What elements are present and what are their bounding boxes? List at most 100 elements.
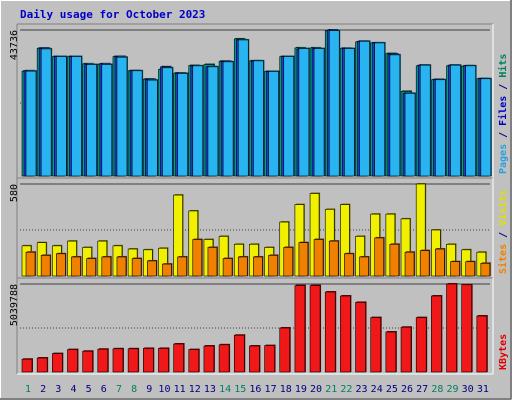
bar-pages-day-30 [465, 65, 476, 177]
panel-kbytes: 5039788 KBytes [9, 277, 509, 375]
bar-kbytes-day-8 [127, 348, 139, 373]
legend-label: Visits [497, 190, 509, 226]
series-legend: KBytes [498, 334, 509, 370]
bar-pages-day-15 [237, 39, 249, 177]
x-tick-label-day-30: 30 [462, 384, 474, 395]
x-tick-label-day-10: 10 [158, 384, 170, 395]
bar-pages-day-6 [101, 64, 113, 177]
bar-sites-day-9 [146, 260, 157, 277]
x-tick-label-day-23: 23 [356, 384, 368, 395]
bar-pages-day-16 [253, 60, 264, 177]
bar-kbytes-day-29 [446, 283, 457, 373]
legend-label: Hits [497, 54, 509, 78]
bar-pages-day-13 [207, 66, 219, 177]
bar-kbytes-day-20 [309, 285, 321, 373]
bar-sites-day-17 [268, 255, 278, 277]
bar-kbytes-day-3 [52, 353, 63, 373]
x-tick-label-day-4: 4 [70, 384, 76, 395]
bar-kbytes-day-11 [173, 343, 184, 373]
x-tick-label-day-19: 19 [295, 384, 307, 395]
bar-pages-day-11 [177, 73, 188, 177]
x-tick-label-day-28: 28 [431, 384, 443, 395]
bar-kbytes-day-6 [97, 348, 109, 373]
bar-kbytes-day-26 [400, 326, 412, 373]
bar-pages-day-8 [131, 70, 143, 177]
bar-sites-day-18 [283, 247, 294, 277]
bar-pages-day-21 [328, 30, 340, 177]
x-tick-label-day-12: 12 [189, 384, 201, 395]
bar-sites-day-16 [253, 256, 263, 277]
bar-sites-day-8 [131, 258, 142, 277]
x-tick-label-day-18: 18 [280, 384, 292, 395]
bar-pages-day-17 [268, 71, 279, 177]
x-tick-label-day-17: 17 [265, 384, 277, 395]
series-legend: Sites / Visits [497, 190, 509, 274]
bar-pages-day-4 [71, 56, 82, 177]
panel-visits-sites: 580 Sites / Visits [9, 177, 509, 279]
x-tick-label-day-6: 6 [101, 384, 107, 395]
bar-kbytes-day-25 [385, 331, 397, 373]
legend-label: Pages [498, 144, 509, 174]
bar-sites-day-4 [71, 256, 81, 277]
bar-pages-day-7 [116, 56, 128, 177]
bar-sites-day-27 [419, 250, 430, 277]
bar-kbytes-day-28 [431, 295, 442, 373]
bar-pages-day-26 [404, 93, 416, 177]
bar-kbytes-day-1 [21, 358, 33, 373]
bar-sites-day-24 [374, 237, 385, 277]
bar-kbytes-day-14 [218, 344, 230, 373]
bar-sites-day-1 [25, 251, 36, 277]
bar-pages-day-10 [162, 67, 173, 177]
x-tick-label-day-2: 2 [40, 384, 46, 395]
bar-sites-day-6 [101, 256, 112, 277]
x-axis-day-labels: 1 2 3 4 5 6 7 8 9 10 11 12 13 14 15 16 17 18 19 20 21 22 23 24 2… [25, 384, 489, 395]
chart-panels: 43736 Pages / Files / Hits 580 Sites / Visi… [9, 23, 509, 375]
bar-sites-day-23 [359, 256, 369, 277]
x-tick-label-day-5: 5 [86, 384, 92, 395]
x-tick-label-day-24: 24 [371, 384, 383, 395]
bar-kbytes-day-9 [142, 348, 154, 373]
bar-pages-day-1 [25, 70, 37, 177]
bar-kbytes-day-16 [249, 345, 260, 373]
bar-pages-day-31 [480, 78, 492, 177]
bar-kbytes-day-27 [415, 317, 427, 373]
bar-sites-day-30 [465, 261, 475, 277]
bar-kbytes-day-19 [294, 285, 306, 373]
y-tick-label: 43736 [9, 30, 20, 60]
bar-sites-day-29 [450, 261, 460, 277]
bar-sites-day-10 [162, 263, 172, 277]
bar-pages-day-3 [56, 56, 67, 177]
x-tick-label-day-1: 1 [25, 384, 31, 395]
x-tick-label-day-20: 20 [310, 384, 322, 395]
x-tick-label-day-25: 25 [386, 384, 398, 395]
bar-pages-day-14 [222, 61, 234, 177]
bar-pages-day-5 [86, 64, 97, 177]
bar-sites-day-13 [207, 247, 218, 277]
bar-kbytes-day-13 [203, 345, 215, 373]
bar-kbytes-day-24 [370, 317, 382, 373]
legend-label: Files [497, 96, 509, 126]
bar-sites-day-2 [40, 255, 51, 277]
bar-sites-day-31 [480, 263, 491, 277]
y-tick-label: 5039788 [9, 284, 20, 326]
x-tick-label-day-21: 21 [325, 384, 337, 395]
x-tick-label-day-29: 29 [446, 384, 458, 395]
bar-kbytes-day-10 [158, 348, 169, 373]
bar-kbytes-day-30 [461, 284, 472, 373]
legend-label: / [498, 126, 509, 144]
legend-label: Sites [497, 244, 509, 274]
bar-pages-day-27 [419, 64, 431, 177]
bar-kbytes-day-21 [324, 291, 336, 373]
bar-pages-day-19 [298, 48, 310, 177]
x-tick-label-day-14: 14 [219, 384, 231, 395]
bar-sites-day-11 [177, 256, 187, 277]
bar-pages-day-29 [450, 64, 461, 177]
bar-kbytes-day-22 [340, 295, 351, 373]
bar-sites-day-5 [86, 258, 96, 277]
bar-sites-day-7 [116, 256, 127, 277]
bar-pages-day-12 [192, 65, 204, 177]
bar-pages-day-18 [283, 56, 295, 177]
x-tick-label-day-16: 16 [249, 384, 261, 395]
